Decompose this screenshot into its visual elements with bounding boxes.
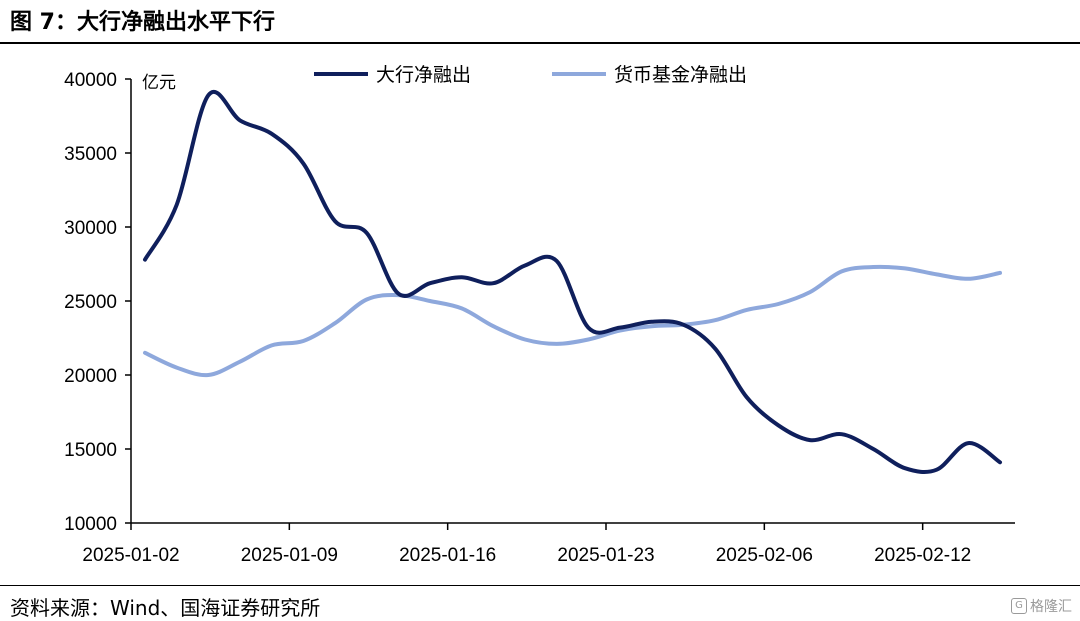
series-lines [143, 90, 1002, 474]
series-line-big-banks [143, 90, 1002, 474]
y-axis-unit-label: 亿元 [142, 73, 176, 93]
legend-label: 货币基金净融出 [614, 64, 747, 86]
footer-divider [0, 585, 1080, 586]
y-tick-label: 10000 [64, 514, 117, 535]
x-axis-ticks: 2025-01-02 2025-01-09 2025-01-16 2025-01-23… [82, 523, 971, 566]
legend: 大行净融出 货币基金净融出 [314, 64, 747, 86]
watermark: G 格隆汇 [1011, 596, 1072, 616]
title-divider [0, 42, 1080, 44]
x-tick-label: 2025-01-09 [241, 545, 338, 566]
x-tick-label: 2025-01-02 [82, 545, 179, 566]
y-tick-label: 30000 [64, 218, 117, 239]
series-line-money-funds [143, 264, 1002, 378]
y-tick-label: 40000 [64, 70, 117, 91]
y-axis-ticks: 10000 15000 20000 25000 30000 35000 40000 [64, 70, 131, 535]
x-tick-label: 2025-02-12 [874, 545, 971, 566]
x-tick-label: 2025-01-23 [557, 545, 654, 566]
y-tick-label: 25000 [64, 292, 117, 313]
watermark-text: 格隆汇 [1030, 599, 1072, 615]
watermark-logo-icon: G [1011, 598, 1027, 614]
chart-title: 图 7：大行净融出水平下行 [10, 10, 275, 35]
x-tick-label: 2025-01-16 [399, 545, 496, 566]
y-tick-label: 20000 [64, 366, 117, 387]
y-tick-label: 15000 [64, 440, 117, 461]
line-chart: 10000 15000 20000 25000 30000 35000 40000 2025… [64, 64, 1015, 566]
legend-label: 大行净融出 [376, 64, 471, 86]
x-tick-label: 2025-02-06 [716, 545, 813, 566]
y-tick-label: 35000 [64, 144, 117, 165]
source-note: 资料来源：Wind、国海证券研究所 [10, 596, 321, 620]
